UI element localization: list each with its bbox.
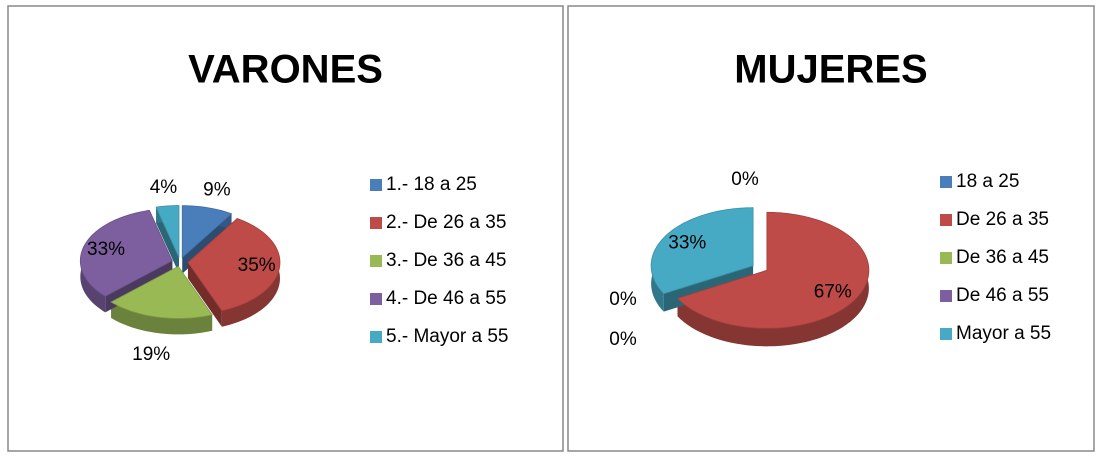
slice-side: [156, 207, 179, 274]
legend-swatch: [370, 179, 382, 191]
slice: [79, 209, 173, 297]
legend-label: 4.- De 46 a 55: [386, 288, 506, 309]
slice-side: [111, 302, 213, 335]
data-label: 33%: [668, 233, 706, 254]
legend-swatch: [370, 293, 382, 305]
legend-label: 5.- Mayor a 55: [386, 326, 509, 347]
data-label: 0%: [609, 329, 637, 350]
legend-swatch: [370, 217, 382, 229]
slice-side: [187, 262, 222, 327]
data-label: 0%: [731, 169, 759, 190]
data-label: 67%: [814, 281, 852, 302]
legend-swatch: [940, 214, 952, 226]
chart-title: VARONES: [188, 48, 383, 92]
chart-title: MUJERES: [734, 48, 927, 92]
slice: [676, 211, 870, 329]
legend-label: De 26 a 35: [956, 209, 1049, 230]
data-label: 4%: [150, 177, 178, 198]
legend-label: 18 a 25: [956, 171, 1019, 192]
slice: [155, 205, 180, 258]
slice: [650, 207, 754, 295]
legend-label: 2.- De 26 a 35: [386, 212, 506, 233]
legend-swatch: [940, 252, 952, 264]
legend-label: De 46 a 55: [956, 285, 1049, 306]
slice: [187, 218, 281, 312]
legend-label: 3.- De 36 a 45: [386, 250, 506, 271]
data-label: 19%: [132, 344, 170, 365]
legend-swatch: [940, 328, 952, 340]
legend-swatch: [940, 290, 952, 302]
data-label: 0%: [609, 289, 637, 310]
legend-swatch: [370, 331, 382, 343]
slice: [181, 205, 233, 259]
data-label: 33%: [87, 239, 125, 260]
data-label: 9%: [203, 179, 231, 200]
slice: [110, 265, 213, 319]
legend-label: 1.- 18 a 25: [386, 174, 477, 195]
legend-label: Mayor a 55: [956, 323, 1051, 344]
legend-swatch: [940, 176, 952, 188]
legend-swatch: [370, 255, 382, 267]
data-label: 35%: [238, 255, 276, 276]
legend-label: De 36 a 45: [956, 247, 1049, 268]
